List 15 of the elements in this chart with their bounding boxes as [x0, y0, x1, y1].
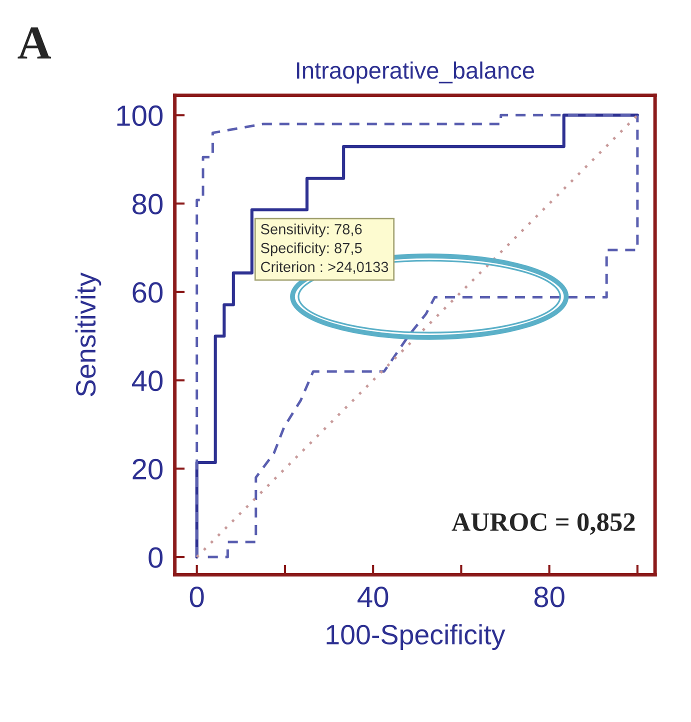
chart-title: Intraoperative_balance [297, 62, 534, 84]
x-tick-label: 40 [358, 586, 388, 608]
y-tick-label: 20 [132, 458, 163, 480]
annotation: Sensitivity: 78,6 Specificity: 87,5 Criterion : >24,0133 [260, 224, 388, 274]
x-tick-label: 0 [190, 586, 204, 608]
y-tick-label: 100 [117, 105, 163, 126]
y-tick-label: 0 [148, 547, 163, 568]
annotation: AUROC = 0,852 [452, 513, 635, 535]
y-axis-title: Sensitivity [75, 272, 102, 396]
x-tick-label: 80 [534, 586, 564, 608]
text: A [18, 27, 52, 59]
y-tick-label: 40 [132, 370, 163, 392]
x-axis-title: 100-Specificity [326, 624, 506, 650]
y-tick-label: 80 [132, 194, 163, 214]
y-tick-label: 60 [132, 282, 163, 303]
